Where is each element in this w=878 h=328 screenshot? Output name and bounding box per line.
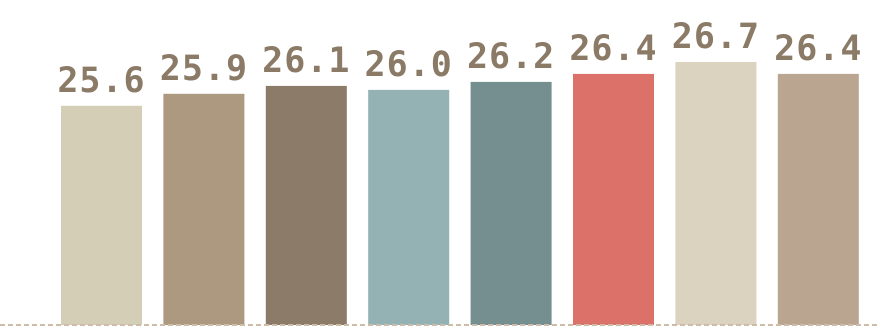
- bar-value-label-4: 26.0: [365, 45, 453, 85]
- bar-1: [61, 105, 142, 325]
- bar-8: [777, 73, 859, 326]
- bar-4: [368, 89, 450, 326]
- bar-3: [265, 85, 347, 326]
- bar-7: [675, 62, 757, 325]
- bar-5: [470, 81, 552, 326]
- bar-value-label-2: 25.9: [160, 49, 248, 89]
- bars-group: [61, 62, 859, 326]
- bar-2: [163, 93, 245, 325]
- bar-value-label-6: 26.4: [569, 29, 657, 69]
- bar-value-label-7: 26.7: [672, 17, 760, 57]
- bar-value-label-5: 26.2: [467, 37, 555, 77]
- bar-value-label-8: 26.4: [774, 29, 862, 69]
- bar-6: [573, 73, 654, 326]
- data-labels-group: 25.6 25.9 26.1 26.0 26.2 26.4 26.7 26.4: [57, 17, 862, 101]
- bar-value-label-3: 26.1: [262, 41, 350, 81]
- bar-value-label-1: 25.6: [57, 61, 145, 101]
